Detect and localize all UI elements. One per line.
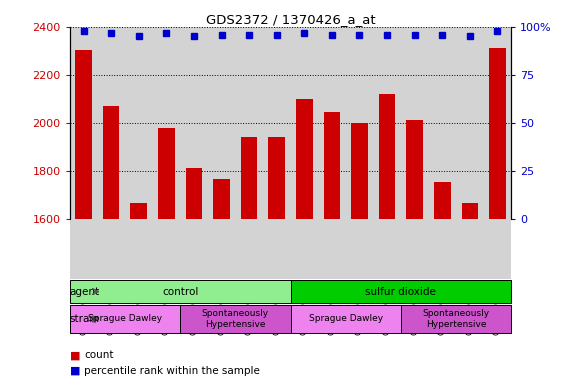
Text: control: control (162, 286, 198, 296)
Title: GDS2372 / 1370426_a_at: GDS2372 / 1370426_a_at (206, 13, 375, 26)
Bar (213, 179, 230, 219)
Text: Sprague Dawley: Sprague Dawley (88, 314, 162, 323)
Bar (352, 123, 368, 219)
Bar (407, 121, 423, 219)
Text: ■: ■ (70, 366, 80, 376)
Text: Spontaneously
Hypertensive: Spontaneously Hypertensive (422, 309, 490, 329)
Bar (180, 305, 290, 333)
Bar (158, 127, 175, 219)
Text: ■: ■ (70, 350, 80, 360)
Text: strain: strain (70, 314, 100, 324)
Text: percentile rank within the sample: percentile rank within the sample (84, 366, 260, 376)
Text: agent: agent (70, 286, 100, 296)
Bar (401, 305, 511, 333)
Bar (186, 169, 202, 219)
Bar (290, 305, 401, 333)
Bar (462, 203, 478, 219)
Bar (434, 182, 451, 219)
Bar (76, 50, 92, 219)
Bar (70, 305, 180, 333)
Bar (296, 99, 313, 219)
Text: count: count (84, 350, 114, 360)
Text: Sprague Dawley: Sprague Dawley (309, 314, 383, 323)
Bar (70, 280, 290, 303)
Bar (489, 48, 505, 219)
Bar (379, 94, 395, 219)
Bar (268, 137, 285, 219)
Bar (241, 137, 257, 219)
Bar (103, 106, 120, 219)
Bar (324, 112, 340, 219)
Bar (131, 203, 147, 219)
Bar (290, 280, 511, 303)
Text: sulfur dioxide: sulfur dioxide (365, 286, 436, 296)
Text: Spontaneously
Hypertensive: Spontaneously Hypertensive (202, 309, 269, 329)
